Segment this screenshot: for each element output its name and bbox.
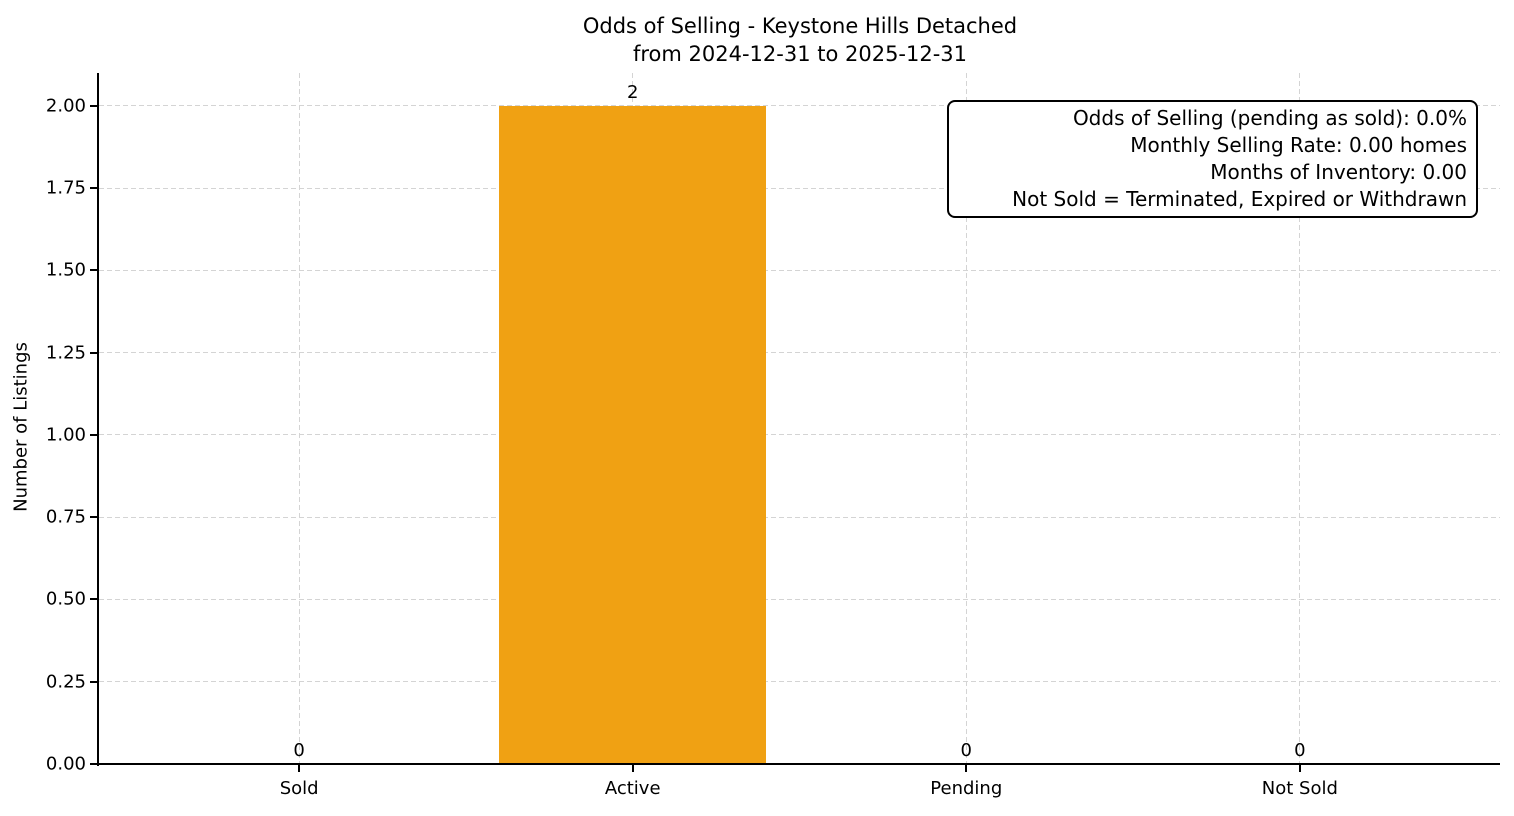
x-tick-label-pending: Pending (930, 778, 1003, 799)
y-tick-label: 1.50 (45, 259, 86, 281)
bar-value-label: 0 (1294, 740, 1306, 761)
annotation-not-sold-definition: Not Sold = Terminated, Expired or Withdr… (1012, 187, 1467, 211)
y-tick-mark (90, 433, 97, 436)
annotation-monthly-selling-rate: Monthly Selling Rate: 0.00 homes (1130, 133, 1467, 157)
y-tick-label: 0.75 (45, 506, 86, 528)
y-tick-label: 2.00 (45, 95, 86, 117)
vertical-gridline (965, 73, 967, 764)
y-tick-mark (90, 269, 97, 272)
horizontal-gridline (99, 105, 1500, 107)
stats-annotation-box: Odds of Selling (pending as sold): 0.0% … (947, 100, 1478, 218)
y-tick-label: 0.25 (45, 671, 86, 693)
horizontal-gridline (99, 187, 1500, 189)
bar-active (499, 105, 767, 764)
x-tick-mark (298, 764, 301, 772)
vertical-gridline (298, 73, 300, 764)
x-tick-label-not-sold: Not Sold (1261, 778, 1338, 799)
x-tick-mark (1298, 764, 1301, 772)
y-tick-label: 1.00 (45, 424, 86, 446)
y-tick-mark (90, 763, 97, 765)
horizontal-gridline (99, 352, 1500, 354)
horizontal-gridline (99, 269, 1500, 271)
bar-value-label: 2 (626, 81, 639, 103)
x-tick-mark (965, 764, 968, 772)
y-tick-label: 0.50 (45, 588, 86, 610)
bar-value-label: 0 (293, 740, 305, 761)
chart-title: Odds of Selling - Keystone Hills Detache… (583, 13, 1017, 68)
horizontal-gridline (99, 681, 1500, 683)
y-tick-label: 0.00 (45, 753, 86, 775)
y-tick-mark (90, 351, 97, 354)
x-tick-label-active: Active (604, 778, 661, 799)
y-tick-mark (90, 104, 97, 107)
annotation-months-of-inventory: Months of Inventory: 0.00 (1210, 160, 1467, 184)
x-tick-mark (631, 764, 634, 772)
chart-title-line2: from 2024-12-31 to 2025-12-31 (632, 41, 968, 66)
y-axis (97, 73, 99, 766)
y-tick-label: 1.25 (45, 342, 86, 364)
annotation-odds-of-selling: Odds of Selling (pending as sold): 0.0% (1072, 106, 1467, 130)
y-tick-label: 1.75 (45, 177, 86, 199)
horizontal-gridline (99, 598, 1500, 600)
horizontal-gridline (99, 434, 1500, 436)
horizontal-gridline (99, 516, 1500, 518)
y-tick-mark (90, 598, 97, 601)
chart-title-line1: Odds of Selling - Keystone Hills Detache… (582, 14, 1018, 38)
bar-value-label: 0 (960, 740, 973, 761)
y-tick-mark (90, 680, 97, 683)
x-tick-label-sold: Sold (279, 778, 319, 799)
y-tick-mark (90, 516, 97, 519)
vertical-gridline (1299, 73, 1301, 764)
y-tick-mark (90, 187, 97, 190)
x-axis (97, 763, 1500, 765)
